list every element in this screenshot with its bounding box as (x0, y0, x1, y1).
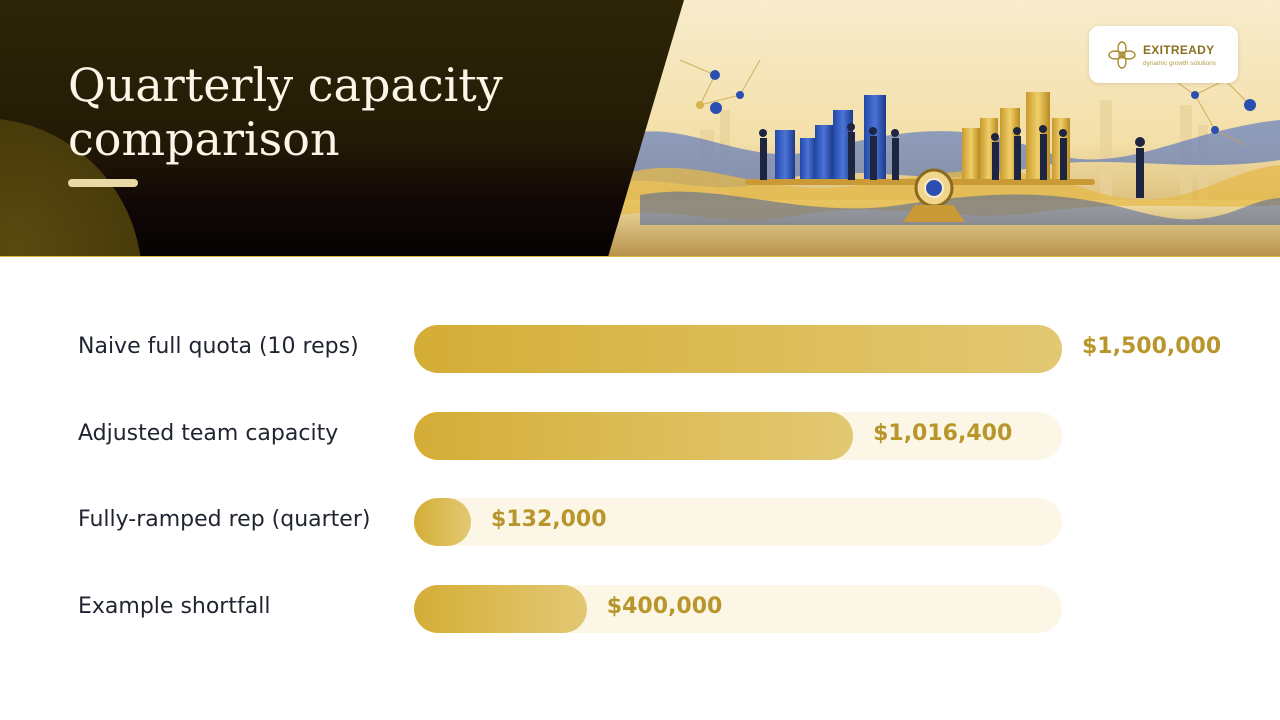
bar-value-label: $1,500,000 (1082, 334, 1222, 359)
logo-card: EXITREADY dynamic growth solutions (1089, 26, 1238, 83)
logo-name: EXITREADY (1143, 43, 1215, 57)
bar-track (414, 498, 1062, 547)
bar-row: Fully-ramped rep (quarter) $132,000 (0, 498, 1280, 547)
capacity-bar-chart: Naive full quota (10 reps) $1,500,000 Adju… (0, 262, 1280, 720)
bar (414, 585, 587, 634)
bar-row: Example shortfall $400,000 (0, 585, 1280, 634)
header-banner: Quarterly capacity comparison EXITREADY … (0, 0, 1280, 257)
title-underline (68, 179, 138, 187)
bar-track (414, 585, 1062, 634)
bar-track (414, 325, 1062, 373)
bar-value-label: $1,016,400 (873, 420, 1013, 446)
bar-category-label: Example shortfall (78, 594, 271, 620)
bar-track (414, 411, 1062, 460)
logo-tagline: dynamic growth solutions (1143, 60, 1216, 67)
bar-category-label: Adjusted team capacity (78, 420, 339, 446)
bar (414, 411, 854, 460)
bar-category-label: Naive full quota (10 reps) (78, 334, 359, 359)
bar-value-label: $400,000 (606, 594, 723, 620)
bar-row: Adjusted team capacity $1,016,400 (0, 411, 1280, 460)
bar (414, 325, 1062, 373)
page-title: Quarterly capacity comparison (68, 58, 503, 166)
bar (414, 498, 472, 547)
header-divider (0, 256, 1280, 257)
bar-category-label: Fully-ramped rep (quarter) (78, 507, 371, 533)
bar-value-label: $132,000 (491, 507, 607, 533)
bar-row: Naive full quota (10 reps) $1,500,000 (0, 325, 1280, 373)
flower-logo-icon (1108, 41, 1136, 69)
